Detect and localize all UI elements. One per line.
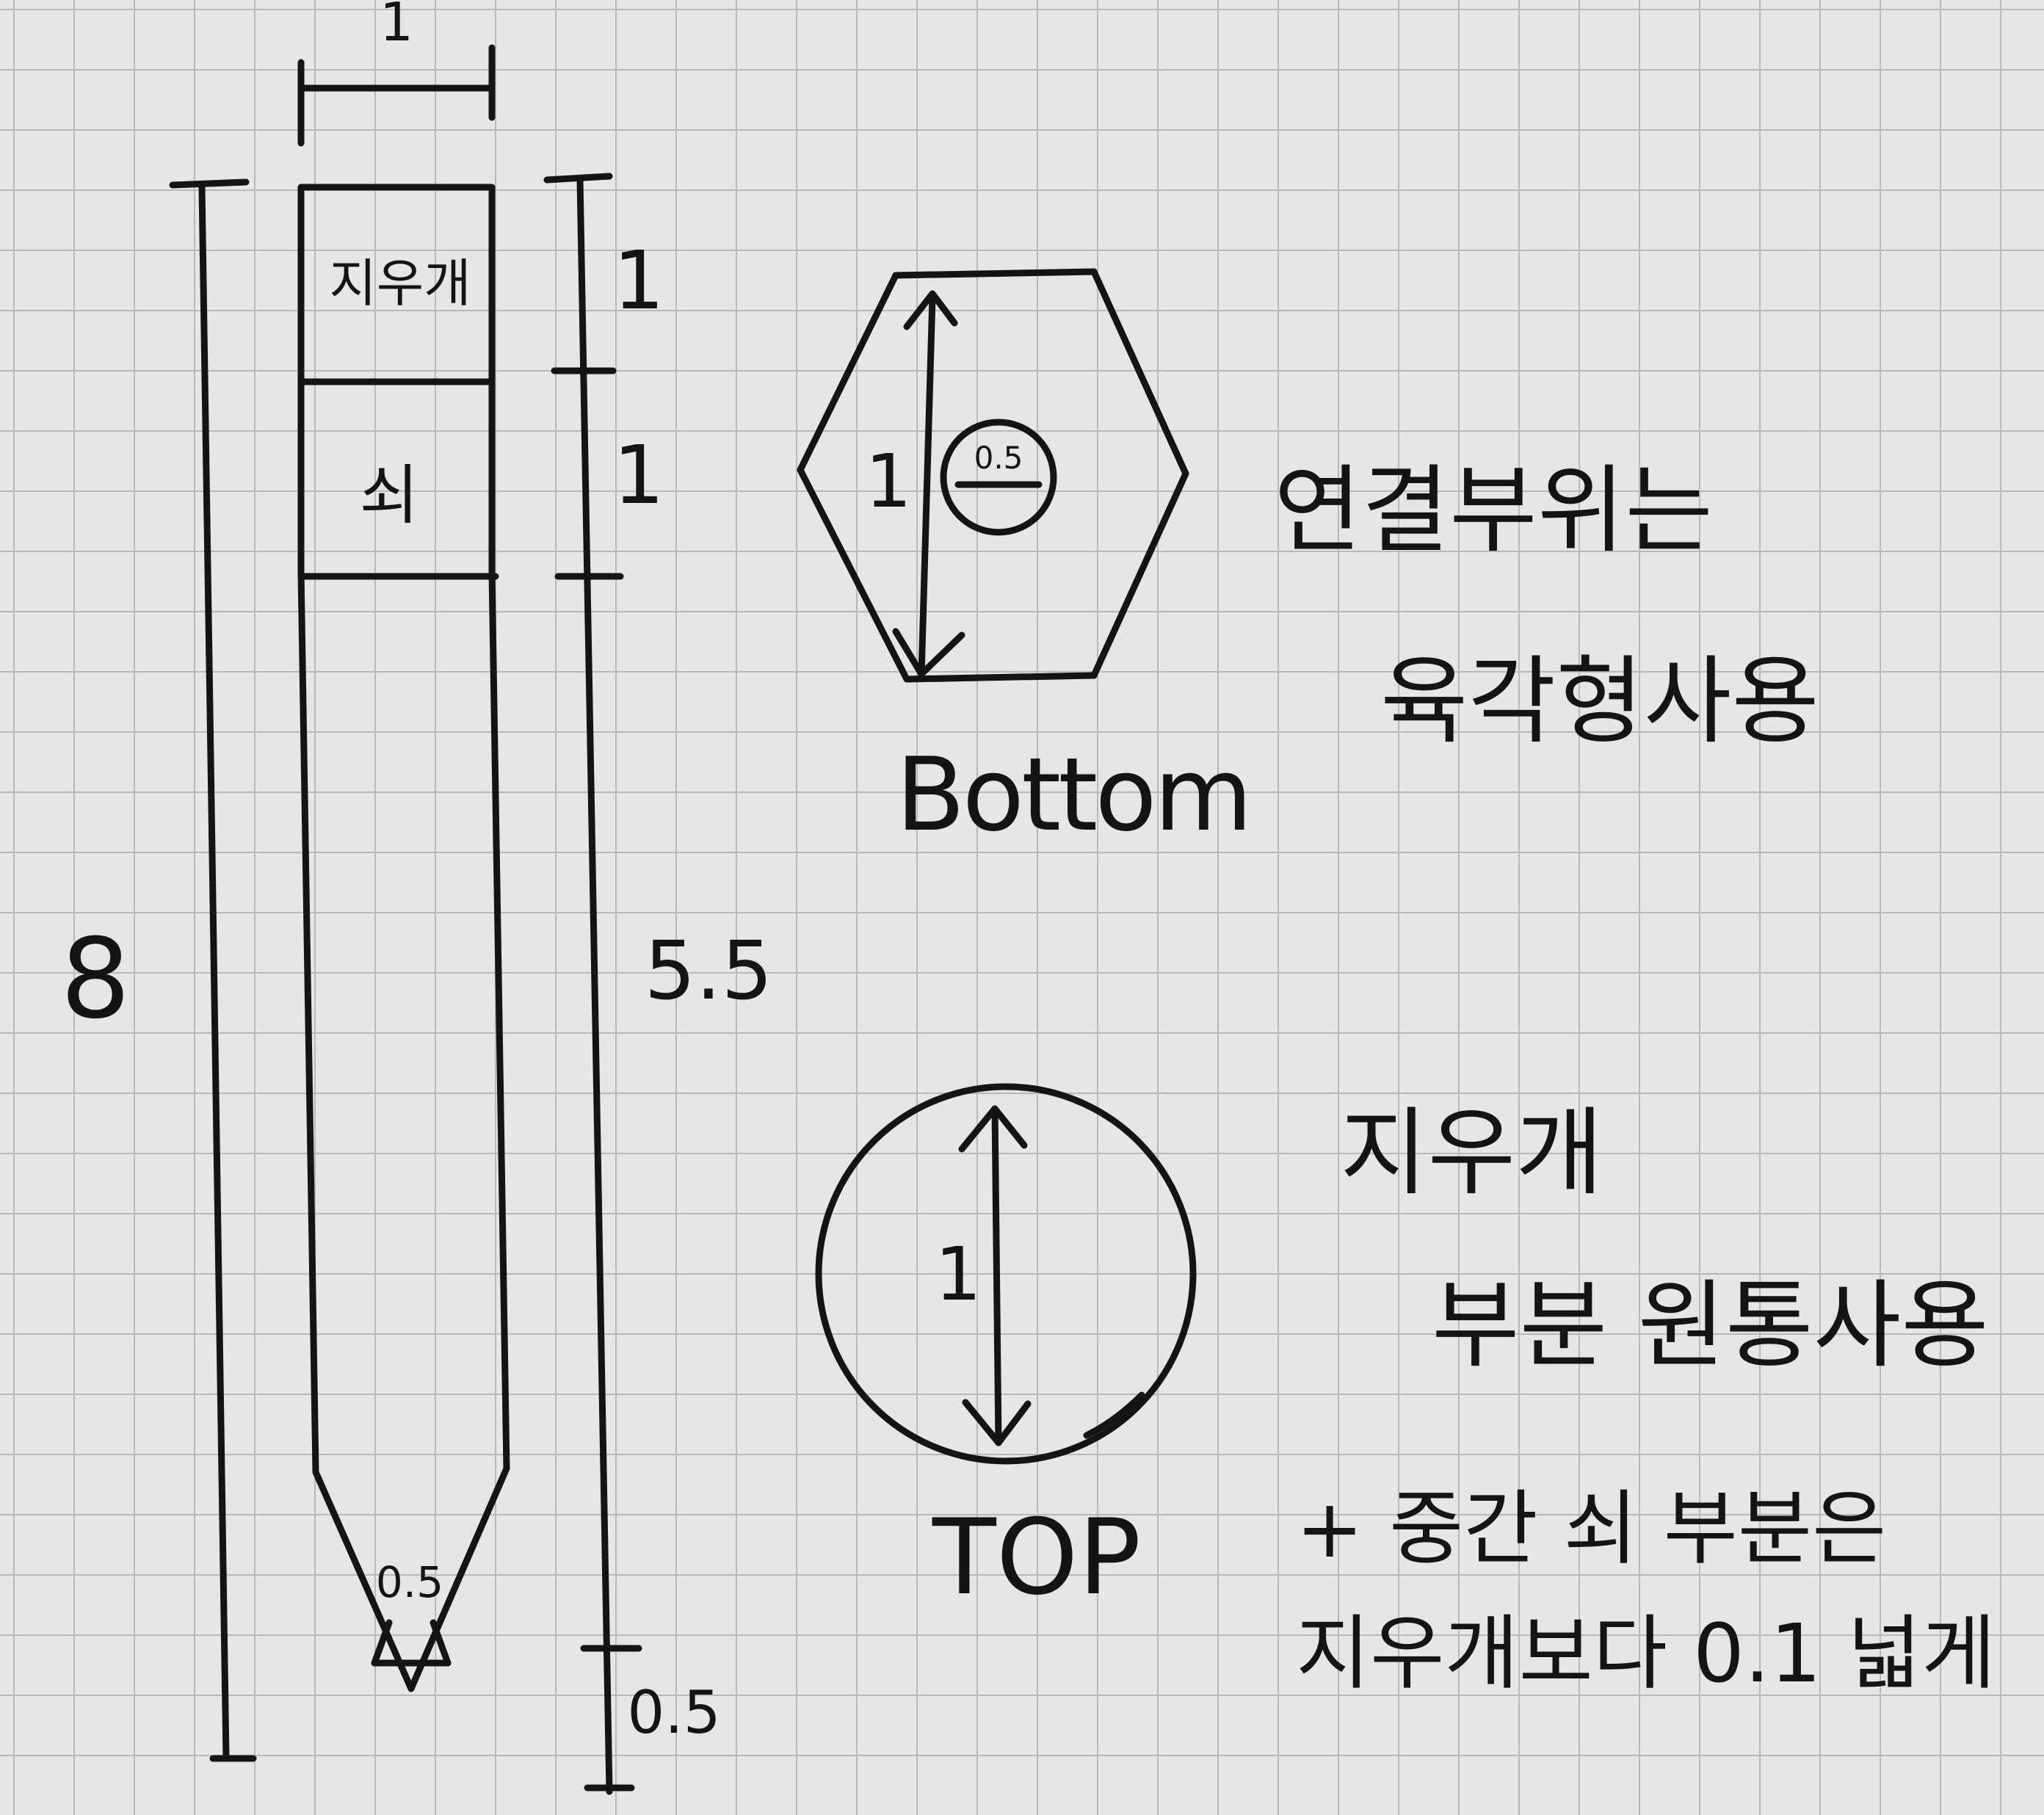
note-extra-line2: 지우개보다 0.1 넓게 <box>1296 1606 1996 1700</box>
center-hole-label: 0.5 <box>974 440 1023 476</box>
tip-width-label: 0.5 <box>376 1557 443 1607</box>
dim-metal-label: 1 <box>613 428 664 522</box>
note-extra-line1: + 중간 쇠 부분은 <box>1296 1482 1886 1576</box>
top-diameter-arrow <box>991 1105 1002 1446</box>
top-width-dimension: 1 <box>297 0 496 147</box>
segment-dimensions: 1 1 5.5 0.5 <box>543 173 773 1795</box>
tip-width-arrow-right <box>430 1619 452 1667</box>
dim-body-label: 5.5 <box>645 924 773 1018</box>
section-metal-label: 쇠 <box>360 457 419 533</box>
hexagon-diameter-arrow <box>918 294 936 679</box>
top-diameter-label: 1 <box>935 1231 982 1317</box>
hexagon-diameter-label: 1 <box>865 438 912 524</box>
top-width-label: 1 <box>380 0 413 53</box>
total-length-label: 8 <box>60 916 130 1043</box>
bottom-caption: Bottom <box>896 736 1250 854</box>
note-round-line1: 지우개 <box>1340 1097 1603 1209</box>
top-circle-outline <box>815 1083 1197 1465</box>
pencil-outline <box>297 184 510 1692</box>
dim-eraser-label: 1 <box>613 233 664 327</box>
note-hexagon-line1: 연결부위는 <box>1274 454 1713 566</box>
top-caption: TOP <box>932 1497 1141 1618</box>
notes: 연결부위는 육각형사용 지우개 부분 원통사용 + 중간 쇠 부분은 지우개보다… <box>1274 454 1996 1700</box>
dim-tip-label: 0.5 <box>627 1678 720 1747</box>
top-view: 1 TOP <box>815 1083 1197 1618</box>
center-hole-circle <box>940 419 1057 536</box>
note-round-line2: 부분 원통사용 <box>1432 1269 1989 1381</box>
section-eraser-label: 지우개 <box>329 253 471 314</box>
pencil-side-view: 1 지우개 쇠 0.5 <box>297 0 510 1692</box>
hexagon-outline <box>797 268 1189 683</box>
bottom-view: 1 0.5 Bottom <box>797 268 1253 854</box>
note-hexagon-line2: 육각형사용 <box>1380 645 1819 757</box>
tip-width-arrow-left <box>371 1619 393 1667</box>
total-length-dimension: 8 <box>60 178 257 1762</box>
